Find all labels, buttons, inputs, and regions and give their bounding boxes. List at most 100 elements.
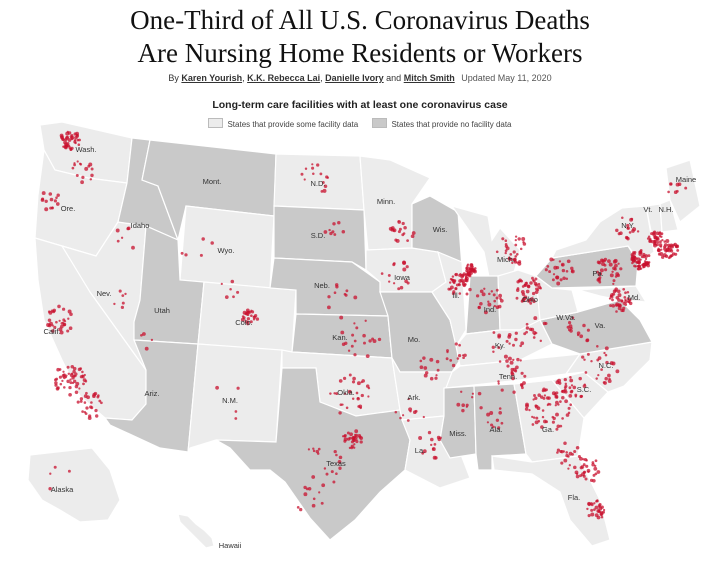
state-label-hawaii: Hawaii [219, 541, 242, 550]
state-va [539, 299, 653, 355]
facility-dot [451, 275, 455, 278]
state-label-ore: Ore. [61, 204, 76, 213]
facility-dot [556, 424, 561, 429]
byline-prefix: By [168, 73, 179, 83]
facility-dots [40, 130, 688, 520]
facility-dot [493, 299, 497, 303]
facility-dot [673, 190, 678, 195]
facility-dot [432, 447, 435, 450]
facility-dot [492, 350, 495, 353]
state-mich [450, 204, 521, 283]
facility-dot [364, 319, 367, 322]
facility-dot [519, 247, 523, 251]
facility-dot [90, 401, 93, 404]
facility-dot [338, 411, 342, 415]
facility-dot [498, 407, 502, 410]
facility-dot [611, 361, 616, 366]
facility-dot [504, 251, 507, 255]
facility-dot [121, 301, 125, 305]
author-link-lai[interactable]: K.K. Rebecca Lai [247, 73, 321, 83]
facility-dot [596, 260, 601, 264]
facility-dot [628, 298, 632, 302]
facility-dot [545, 420, 548, 424]
state-label-wva: W.Va. [556, 313, 575, 322]
facility-dot [81, 175, 85, 180]
facility-dot [323, 230, 328, 234]
legend-swatch-some-data [208, 118, 224, 128]
facility-dot [571, 316, 575, 320]
facility-dot [563, 458, 568, 463]
facility-dot [597, 373, 600, 377]
state-label-miss: Miss. [449, 429, 467, 438]
state-nh [659, 199, 679, 233]
facility-dot [397, 220, 400, 223]
facility-dot [76, 138, 80, 142]
facility-dot [584, 371, 588, 374]
facility-dot [533, 394, 536, 397]
facility-dot [525, 322, 529, 326]
facility-dot [410, 234, 415, 239]
facility-dot [523, 332, 527, 336]
facility-dot [596, 470, 601, 474]
facility-dot [236, 386, 240, 390]
facility-dot [341, 229, 346, 234]
facility-dot [653, 235, 658, 240]
facility-dot [350, 440, 354, 444]
map-legend: States that provide some facility data S… [0, 118, 720, 129]
facility-dot [58, 327, 63, 332]
facility-dot [49, 472, 52, 475]
facility-dot [59, 382, 63, 386]
facility-dot [483, 310, 488, 315]
facility-dot [501, 237, 505, 241]
facility-dot [510, 367, 514, 372]
facility-dot [565, 270, 569, 273]
facility-dot [567, 406, 571, 410]
facility-dot [569, 403, 572, 406]
facility-dot [590, 503, 594, 507]
facility-dot [512, 390, 516, 394]
facility-dot [505, 246, 510, 251]
facility-dot [96, 395, 100, 399]
facility-dot [525, 281, 528, 284]
facility-dot [489, 411, 494, 415]
facility-dot [126, 227, 130, 231]
author-link-smith[interactable]: Mitch Smith [403, 73, 455, 83]
author-link-yourish[interactable]: Karen Yourish [181, 73, 243, 83]
facility-dot [669, 182, 673, 186]
facility-dot [568, 324, 573, 329]
facility-dot [61, 307, 66, 311]
facility-dot [563, 386, 567, 389]
facility-dot [347, 349, 351, 352]
facility-dot [333, 233, 337, 236]
facility-dot [353, 339, 357, 343]
facility-dot [533, 333, 536, 336]
facility-dot [624, 303, 628, 306]
facility-dot [506, 364, 510, 368]
facility-dot [355, 391, 359, 395]
author-link-ivory[interactable]: Danielle Ivory [325, 73, 384, 83]
facility-dot [460, 390, 463, 393]
state-label-alaska: Alaska [51, 485, 74, 494]
facility-dot [255, 317, 260, 321]
facility-dot [232, 295, 235, 299]
facility-dot [667, 249, 671, 253]
facility-dot [495, 418, 500, 422]
headline-line-2: Are Nursing Home Residents or Workers [137, 38, 583, 68]
facility-dot [670, 244, 675, 249]
facility-dot [75, 381, 80, 386]
facility-dot [61, 379, 64, 383]
facility-dot [184, 253, 188, 257]
facility-dot [528, 327, 533, 331]
facility-dot [481, 292, 486, 297]
facility-dot [567, 455, 570, 458]
facility-dot [450, 278, 454, 281]
facility-dot [311, 475, 316, 479]
facility-dot [115, 228, 120, 233]
facility-dot [596, 278, 600, 282]
facility-dot [628, 301, 633, 306]
facility-dot [659, 252, 664, 256]
facility-dot [531, 415, 534, 419]
facility-dot [608, 262, 613, 267]
facility-dot [333, 291, 337, 295]
facility-dot [570, 269, 575, 274]
